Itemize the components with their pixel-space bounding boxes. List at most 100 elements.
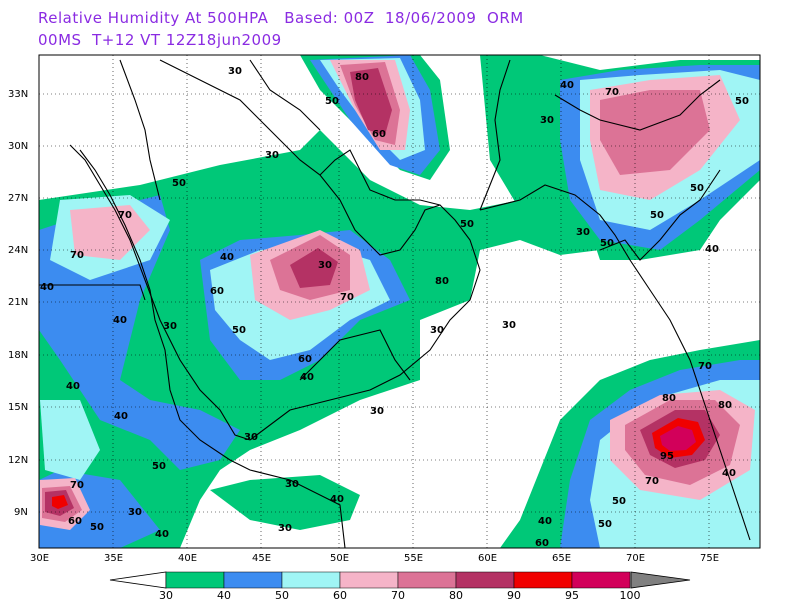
contour-label: 60	[68, 516, 82, 527]
contour-label: 50	[172, 178, 186, 189]
contour-label: 60	[298, 354, 312, 365]
contour-label: 60	[210, 286, 224, 297]
lat-label: 15N	[8, 402, 28, 413]
contour-label: 30	[244, 432, 258, 443]
contour-label: 50	[325, 96, 339, 107]
rh-zone-90	[52, 495, 68, 509]
humidity-field	[39, 55, 760, 548]
contour-label: 30	[128, 507, 142, 518]
lon-label: 55E	[404, 553, 423, 564]
lat-label: 18N	[8, 350, 28, 361]
contour-label: 40	[113, 315, 127, 326]
legend-swatches	[165, 571, 631, 589]
contour-label: 50	[90, 522, 104, 533]
contour-label: 50	[460, 219, 474, 230]
contour-label: 30	[163, 321, 177, 332]
legend-label: 60	[333, 589, 347, 600]
contour-labels: 30 30 40 50 70 70 50 80 60 30 70 60 50 6…	[40, 66, 749, 549]
lon-label: 75E	[700, 553, 719, 564]
contour-label: 30	[370, 406, 384, 417]
legend-swatch	[571, 571, 631, 589]
contour-label: 30	[540, 115, 554, 126]
legend-label: 40	[217, 589, 231, 600]
legend-swatch	[455, 571, 515, 589]
rh-zone-80	[350, 68, 392, 135]
lon-label: 70E	[626, 553, 645, 564]
contour-label: 80	[718, 400, 732, 411]
contour-label: 70	[70, 480, 84, 491]
lon-label: 35E	[104, 553, 123, 564]
legend-swatch	[513, 571, 573, 589]
map-frame	[38, 54, 761, 549]
legend-labels: 30 40 50 60 70 80 90 95 100	[159, 589, 641, 600]
legend-label: 30	[159, 589, 173, 600]
contour-label: 50	[690, 183, 704, 194]
rh-zone-80	[290, 248, 338, 288]
contour-label: 70	[645, 476, 659, 487]
lon-label: 40E	[178, 553, 197, 564]
contour-label: 40	[300, 372, 314, 383]
latitude-labels: 33N 30N 27N 24N 21N 18N 15N 12N 9N	[8, 89, 28, 518]
contour-label: 30	[278, 523, 292, 534]
rh-zone-95	[660, 426, 696, 451]
contour-label: 40	[330, 494, 344, 505]
chart-title-line1: Relative Humidity At 500HPA Based: 00Z 1…	[38, 9, 524, 27]
longitude-labels: 30E 35E 40E 45E 50E 55E 60E 65E 70E 75E	[30, 553, 719, 564]
contour-label: 40	[66, 381, 80, 392]
contour-label: 40	[722, 468, 736, 479]
legend-arrow-high	[630, 571, 691, 589]
contour-label: 80	[355, 72, 369, 83]
legend-swatch	[223, 571, 283, 589]
legend-label: 70	[391, 589, 405, 600]
contour-label: 60	[372, 129, 386, 140]
legend-swatch	[397, 571, 457, 589]
lat-label: 30N	[8, 141, 28, 152]
legend-label: 100	[620, 589, 641, 600]
legend-label: 50	[275, 589, 289, 600]
contour-label: 40	[560, 80, 574, 91]
contour-label: 30	[430, 325, 444, 336]
contour-label: 40	[220, 252, 234, 263]
lon-label: 30E	[30, 553, 49, 564]
rh-zone-70	[600, 90, 710, 175]
lat-label: 12N	[8, 455, 28, 466]
contour-label: 50	[598, 519, 612, 530]
contour-label: 40	[155, 529, 169, 540]
contour-label: 30	[265, 150, 279, 161]
contour-label: 50	[152, 461, 166, 472]
contour-label: 80	[662, 393, 676, 404]
contour-label: 50	[612, 496, 626, 507]
legend-swatch	[165, 571, 225, 589]
contour-label: 70	[118, 210, 132, 221]
legend-label: 95	[565, 589, 579, 600]
contour-label: 50	[735, 96, 749, 107]
contour-label: 95	[660, 451, 674, 462]
lon-label: 50E	[330, 553, 349, 564]
contour-label: 30	[502, 320, 516, 331]
contour-label: 30	[228, 66, 242, 77]
contour-label: 60	[535, 538, 549, 549]
legend-label: 80	[449, 589, 463, 600]
lat-label: 27N	[8, 193, 28, 204]
coastlines	[39, 59, 751, 548]
legend-swatch	[281, 571, 341, 589]
contour-label: 30	[318, 260, 332, 271]
lon-label: 65E	[552, 553, 571, 564]
rh-zone-30	[210, 475, 360, 530]
rh-zone-60	[70, 205, 150, 260]
contour-label: 50	[232, 325, 246, 336]
chart-title-line2: 00MS T+12 VT 12Z18jun2009	[38, 31, 282, 49]
contour-label: 40	[40, 282, 54, 293]
lat-label: 9N	[14, 507, 28, 518]
lon-label: 60E	[478, 553, 497, 564]
legend-arrow-low	[109, 571, 167, 589]
contour-label: 70	[698, 361, 712, 372]
lat-label: 33N	[8, 89, 28, 100]
contour-label: 50	[600, 238, 614, 249]
lon-label: 45E	[252, 553, 271, 564]
color-legend: 30 40 50 60 70 80 90 95 100	[109, 571, 691, 600]
contour-label: 30	[576, 227, 590, 238]
contour-label: 70	[605, 87, 619, 98]
contour-label: 30	[285, 479, 299, 490]
legend-swatch	[339, 571, 399, 589]
